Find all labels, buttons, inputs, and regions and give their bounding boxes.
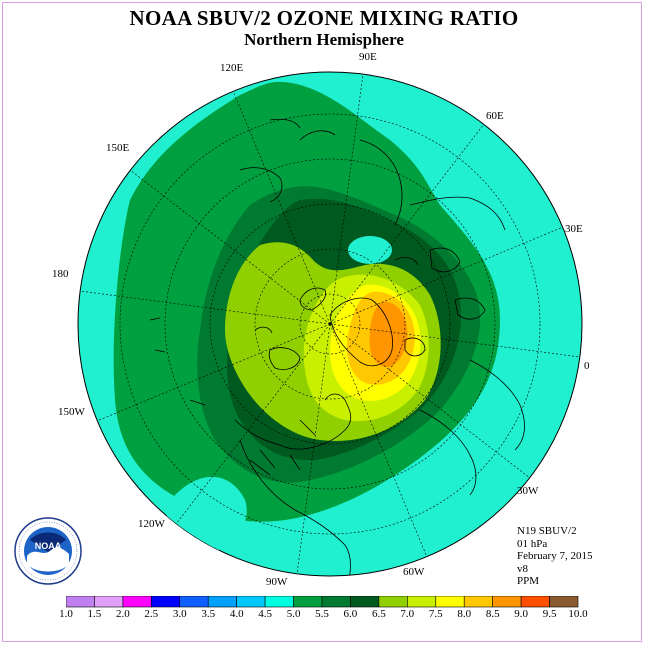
info-date: February 7, 2015 xyxy=(517,550,593,563)
info-block: N19 SBUV/2 01 hPa February 7, 2015 v8 PP… xyxy=(517,525,592,588)
colorbar-segment xyxy=(407,596,437,608)
colorbar-segment xyxy=(492,596,522,608)
colorbar-tick-label: 8.0 xyxy=(457,608,472,620)
colorbar-segment xyxy=(179,596,209,608)
graticule xyxy=(79,73,581,575)
colorbar xyxy=(66,596,579,608)
colorbar-segment xyxy=(66,596,95,608)
colorbar-tick-label: 8.5 xyxy=(485,608,500,620)
colorbar-tick-label: 9.0 xyxy=(514,608,528,620)
colorbar-tick-label: 6.0 xyxy=(343,608,358,620)
lon-label-30e: 30E xyxy=(565,223,583,235)
colorbar-segment xyxy=(549,596,579,608)
colorbar-segment xyxy=(350,596,380,608)
info-units: PPM xyxy=(517,575,540,588)
map-title: NOAA SBUV/2 OZONE MIXING RATIO xyxy=(129,6,519,30)
colorbar-tick-label: 10.0 xyxy=(568,608,588,620)
colorbar-segment xyxy=(463,596,493,608)
lon-label-90e: 90E xyxy=(359,51,377,63)
colorbar-tick-label: 2.5 xyxy=(144,608,159,620)
lon-label-60e: 60E xyxy=(486,110,504,122)
low-ozone-island xyxy=(348,236,392,264)
info-version: v8 xyxy=(517,562,528,575)
colorbar-tick-label: 1.5 xyxy=(87,608,102,620)
lon-label-150e: 150E xyxy=(106,142,130,154)
colorbar-segment xyxy=(151,596,181,608)
colorbar-tick-label: 1.0 xyxy=(59,608,73,620)
colorbar-tick-label: 5.0 xyxy=(286,608,301,620)
colorbar-segment xyxy=(264,596,294,608)
colorbar-tick-label: 7.0 xyxy=(400,608,415,620)
info-level: 01 hPa xyxy=(517,537,548,550)
colorbar-tick-label: 6.5 xyxy=(372,608,386,620)
lon-label-120e: 120E xyxy=(220,62,244,74)
lon-label-150w: 150W xyxy=(58,406,85,418)
colorbar-segment xyxy=(94,596,124,608)
colorbar-tick-label: 4.5 xyxy=(258,608,272,620)
colorbar-segment xyxy=(236,596,266,608)
lon-label-0: 0 xyxy=(584,360,590,372)
colorbar-segment xyxy=(207,596,237,608)
colorbar-segment xyxy=(378,596,408,608)
info-satellite: N19 SBUV/2 xyxy=(517,525,577,537)
colorbar-tick-label: 3.0 xyxy=(172,608,187,620)
colorbar-segment xyxy=(122,596,152,608)
figure-frame xyxy=(2,2,642,642)
lon-label-120w: 120W xyxy=(138,518,165,530)
lon-label-30w: 30W xyxy=(517,485,539,497)
colorbar-tick-label: 5.5 xyxy=(315,608,329,620)
colorbar-segment xyxy=(293,596,323,608)
colorbar-tick-label: 4.0 xyxy=(229,608,244,620)
colorbar-segment xyxy=(520,596,550,608)
colorbar-segment xyxy=(321,596,351,608)
colorbar-tick-label: 2.0 xyxy=(116,608,130,620)
lon-label-180: 180 xyxy=(52,268,69,280)
map-subtitle: Northern Hemisphere xyxy=(244,30,404,49)
colorbar-segment xyxy=(435,596,465,608)
lon-label-90w: 90W xyxy=(266,576,288,588)
colorbar-tick-label: 3.5 xyxy=(201,608,216,620)
colorbar-tick-label: 9.5 xyxy=(542,608,557,620)
noaa-logo: NOAA xyxy=(14,517,82,585)
colorbar-tick-label: 7.5 xyxy=(428,608,443,620)
contour-8-5 xyxy=(369,301,408,368)
svg-text:NOAA: NOAA xyxy=(35,541,62,551)
lon-label-60w: 60W xyxy=(403,566,425,578)
